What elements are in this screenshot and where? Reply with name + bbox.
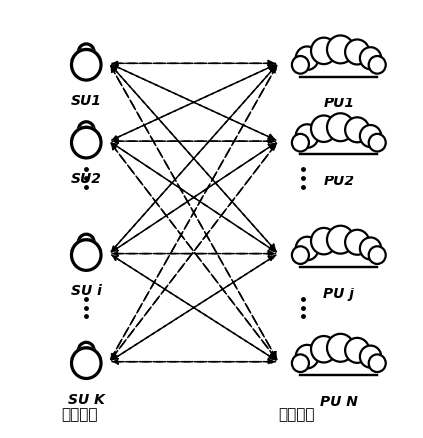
Bar xyxy=(299,137,378,157)
Circle shape xyxy=(78,343,94,359)
Circle shape xyxy=(360,346,381,367)
Circle shape xyxy=(78,234,94,251)
Text: SU1: SU1 xyxy=(71,94,102,108)
Circle shape xyxy=(360,237,381,260)
Ellipse shape xyxy=(297,236,381,267)
Text: SU i: SU i xyxy=(71,284,102,298)
Circle shape xyxy=(78,122,94,138)
Bar xyxy=(299,358,378,378)
Circle shape xyxy=(360,125,381,147)
Bar xyxy=(297,75,381,98)
Bar xyxy=(299,250,378,270)
Wedge shape xyxy=(72,347,101,363)
Bar xyxy=(297,153,381,176)
Circle shape xyxy=(71,240,101,270)
Text: PU1: PU1 xyxy=(323,96,354,110)
Circle shape xyxy=(296,237,319,260)
Circle shape xyxy=(71,49,101,80)
Circle shape xyxy=(296,124,319,148)
Circle shape xyxy=(369,134,386,152)
Wedge shape xyxy=(72,127,101,143)
Circle shape xyxy=(327,226,354,254)
Circle shape xyxy=(311,336,337,363)
Circle shape xyxy=(71,348,101,378)
Circle shape xyxy=(369,56,386,74)
Circle shape xyxy=(327,334,354,362)
Circle shape xyxy=(292,246,309,264)
Circle shape xyxy=(360,47,381,69)
Circle shape xyxy=(292,56,309,74)
Circle shape xyxy=(292,134,309,152)
Circle shape xyxy=(345,230,369,255)
Text: SU2: SU2 xyxy=(71,172,102,186)
Circle shape xyxy=(327,113,354,141)
Circle shape xyxy=(296,345,319,368)
Text: 次用户端: 次用户端 xyxy=(61,407,98,422)
Ellipse shape xyxy=(297,344,381,375)
Circle shape xyxy=(311,228,337,254)
Wedge shape xyxy=(72,49,101,65)
Bar xyxy=(297,374,381,396)
Circle shape xyxy=(78,44,94,60)
Circle shape xyxy=(296,46,319,70)
Text: PU N: PU N xyxy=(320,395,358,409)
Circle shape xyxy=(311,116,337,142)
Circle shape xyxy=(327,35,354,64)
Text: SU K: SU K xyxy=(68,392,105,406)
Circle shape xyxy=(345,338,369,363)
Wedge shape xyxy=(72,239,101,255)
Circle shape xyxy=(292,354,309,372)
Ellipse shape xyxy=(297,124,381,155)
Circle shape xyxy=(345,117,369,142)
Ellipse shape xyxy=(297,46,381,77)
Text: PU2: PU2 xyxy=(323,174,354,188)
Bar xyxy=(297,265,381,288)
Circle shape xyxy=(71,127,101,158)
Text: PU j: PU j xyxy=(323,287,354,300)
Bar xyxy=(299,59,378,80)
Circle shape xyxy=(369,354,386,372)
Circle shape xyxy=(311,38,337,64)
Circle shape xyxy=(345,39,369,64)
Circle shape xyxy=(369,246,386,264)
Text: 主用户端: 主用户端 xyxy=(278,407,315,422)
